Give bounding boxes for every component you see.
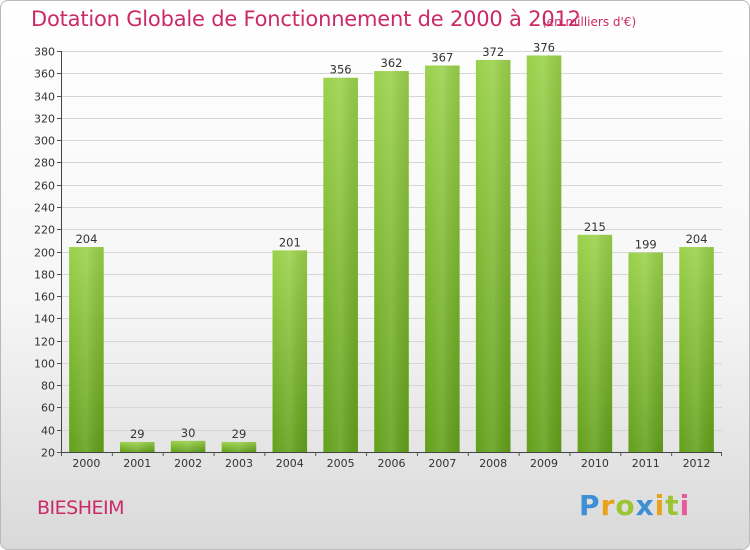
x-tick-label: 2010 — [581, 457, 609, 470]
brand-logo: Proxiti — [579, 489, 690, 522]
y-tick-label: 160 — [34, 291, 55, 304]
y-tick-label: 340 — [34, 91, 55, 104]
x-tick-label: 2002 — [174, 457, 202, 470]
data-label: 372 — [482, 45, 504, 59]
y-tick-label: 200 — [34, 247, 55, 260]
y-tick-label: 320 — [34, 113, 55, 126]
x-tick-label: 2011 — [632, 457, 660, 470]
x-tick-label: 2012 — [683, 457, 711, 470]
y-tick-label: 80 — [41, 380, 55, 393]
brand-letter: x — [635, 489, 655, 522]
bar-shine — [679, 247, 714, 452]
bars — [69, 55, 714, 453]
data-label: 204 — [75, 232, 97, 246]
bar-shine — [628, 252, 664, 452]
bar-shine — [170, 440, 206, 452]
y-tick-label: 60 — [41, 402, 55, 415]
bar-shine — [119, 441, 155, 452]
y-tick-label: 40 — [41, 425, 55, 438]
x-tick-label: 2003 — [225, 457, 253, 470]
bar-shine — [577, 234, 613, 452]
chart-title: Dotation Globale de Fonctionnement de 20… — [31, 7, 581, 31]
x-tick-label: 2009 — [530, 457, 558, 470]
brand-letter: i — [679, 489, 691, 522]
bar-shine — [425, 65, 460, 452]
brand-letter: i — [654, 489, 666, 522]
brand-letter: r — [600, 489, 616, 522]
bar-shine — [475, 59, 511, 453]
bar-shine — [272, 250, 308, 452]
y-tick-label: 140 — [34, 313, 55, 326]
x-tick-label: 2005 — [327, 457, 355, 470]
y-tick-label: 100 — [34, 358, 55, 371]
axes: 20 40 60 80 100 120 140 160 180 200 220 240 260 280 30… — [34, 46, 722, 470]
data-labels: 204 29 30 29 201 356 362 367 372 376 215 199 204 — [75, 40, 707, 441]
data-label: 356 — [330, 63, 352, 77]
x-tick-label: 2000 — [72, 457, 100, 470]
bar-shine — [69, 247, 104, 452]
brand-letter: o — [615, 489, 636, 522]
data-label: 215 — [584, 220, 606, 234]
bar-shine — [221, 441, 257, 452]
x-tick-label: 2001 — [123, 457, 151, 470]
y-tick-label: 280 — [34, 157, 55, 170]
data-label: 376 — [533, 40, 555, 54]
data-label: 199 — [635, 238, 657, 252]
y-tick-label: 260 — [34, 180, 55, 193]
brand-letter: P — [579, 489, 601, 522]
y-tick-label: 300 — [34, 135, 55, 148]
y-tick-label: 120 — [34, 336, 55, 349]
data-label: 29 — [232, 427, 247, 441]
bar-shine — [374, 71, 409, 453]
x-tick-label: 2004 — [276, 457, 304, 470]
y-tick-label: 220 — [34, 224, 55, 237]
x-tick-label: 2006 — [378, 457, 406, 470]
y-tick-label: 180 — [34, 269, 55, 282]
data-label: 367 — [431, 50, 453, 64]
data-label: 204 — [686, 232, 708, 246]
y-tick-label: 380 — [34, 46, 55, 59]
brand-letter: t — [665, 489, 680, 522]
y-tick-label: 360 — [34, 68, 55, 81]
bar-shine — [323, 77, 358, 452]
bar-shine — [526, 55, 562, 452]
data-label: 30 — [181, 426, 196, 440]
x-tick-label: 2008 — [479, 457, 507, 470]
data-label: 362 — [381, 56, 403, 70]
place-name: BIESHEIM — [37, 497, 125, 519]
y-tick-label: 240 — [34, 202, 55, 215]
data-label: 29 — [130, 427, 145, 441]
y-tick-label: 20 — [41, 447, 55, 460]
data-label: 201 — [279, 235, 301, 249]
x-tick-label: 2007 — [428, 457, 456, 470]
chart-units: (en milliers d'€) — [542, 15, 637, 29]
